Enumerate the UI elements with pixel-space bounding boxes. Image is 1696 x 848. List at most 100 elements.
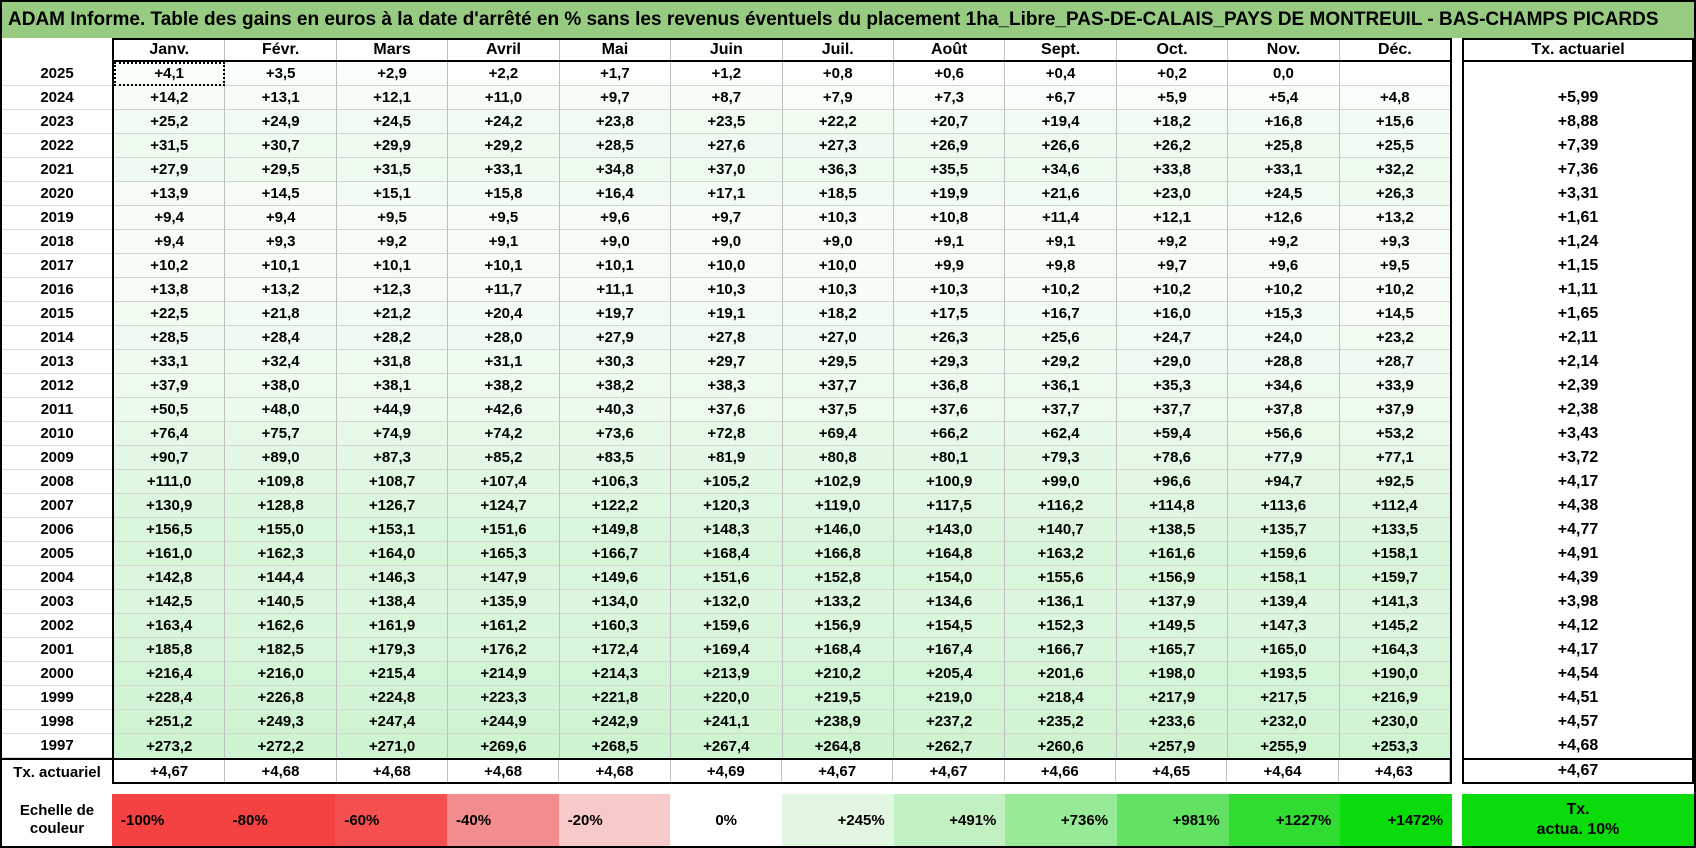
year-label[interactable]: 2012 — [2, 374, 112, 398]
gain-cell[interactable]: +147,3 — [1228, 614, 1340, 638]
month-header-6[interactable]: Juin — [671, 40, 783, 60]
gain-cell[interactable]: +149,8 — [559, 518, 672, 542]
gain-cell[interactable]: +17,1 — [671, 182, 783, 206]
gain-cell[interactable]: +94,7 — [1228, 470, 1340, 494]
actuarial-rate-value[interactable]: +2,39 — [1557, 377, 1599, 394]
actuarial-rate-value[interactable]: +4,68 — [1557, 737, 1599, 754]
gain-cell[interactable]: +62,4 — [1005, 422, 1117, 446]
year-label[interactable]: 2017 — [2, 254, 112, 278]
monthly-actuarial-rate[interactable]: +4,69 — [670, 760, 782, 782]
gain-cell[interactable]: +26,3 — [893, 326, 1006, 350]
scale-cell[interactable]: +1472% — [1340, 794, 1453, 846]
gain-cell[interactable]: +164,3 — [1339, 638, 1451, 662]
gain-cell[interactable]: +59,4 — [1116, 422, 1229, 446]
scale-cell[interactable]: +1227% — [1228, 794, 1341, 846]
gain-cell[interactable]: +25,2 — [114, 110, 226, 134]
gain-cell[interactable]: +146,3 — [336, 566, 449, 590]
gain-cell[interactable]: +205,4 — [893, 662, 1006, 686]
actuarial-rate-value[interactable]: +8,88 — [1557, 113, 1599, 130]
gain-cell[interactable]: +214,9 — [448, 662, 560, 686]
gain-cell[interactable]: +37,7 — [1005, 398, 1117, 422]
gain-cell[interactable]: +162,3 — [225, 542, 337, 566]
gain-cell[interactable]: +185,8 — [114, 638, 226, 662]
gain-cell[interactable]: +213,9 — [671, 662, 783, 686]
month-header-9[interactable]: Sept. — [1005, 40, 1117, 60]
gain-cell[interactable]: +79,3 — [1005, 446, 1117, 470]
gain-cell[interactable]: +27,9 — [114, 158, 226, 182]
gain-cell[interactable]: +163,2 — [1005, 542, 1117, 566]
gain-cell[interactable]: +37,6 — [893, 398, 1006, 422]
gain-cell[interactable]: +226,8 — [225, 686, 337, 710]
year-label[interactable]: 2015 — [2, 302, 112, 326]
gain-cell[interactable]: +268,5 — [559, 734, 672, 758]
gain-cell[interactable]: +151,6 — [448, 518, 560, 542]
gain-cell[interactable]: +53,2 — [1339, 422, 1451, 446]
gain-cell[interactable]: +9,6 — [1228, 254, 1340, 278]
gain-cell[interactable]: +10,1 — [225, 254, 337, 278]
year-label[interactable]: 2020 — [2, 182, 112, 206]
gain-cell[interactable]: +172,4 — [559, 638, 672, 662]
gain-cell[interactable]: +210,2 — [782, 662, 894, 686]
gain-cell[interactable]: +77,1 — [1339, 446, 1451, 470]
gain-cell[interactable]: +219,0 — [893, 686, 1006, 710]
gain-cell[interactable]: +33,1 — [114, 350, 226, 374]
year-label[interactable]: 2023 — [2, 110, 112, 134]
gain-cell[interactable]: +16,0 — [1116, 302, 1229, 326]
gain-cell[interactable]: +22,5 — [114, 302, 226, 326]
gain-cell[interactable]: +9,1 — [1005, 230, 1117, 254]
gain-cell[interactable]: +155,0 — [225, 518, 337, 542]
gain-cell[interactable]: +19,4 — [1005, 110, 1117, 134]
gain-cell[interactable]: +29,3 — [893, 350, 1006, 374]
gain-cell[interactable]: +96,6 — [1116, 470, 1229, 494]
year-label[interactable]: 2005 — [2, 542, 112, 566]
monthly-actuarial-rate[interactable]: +4,68 — [225, 760, 337, 782]
gain-cell[interactable]: +2,9 — [336, 62, 449, 86]
gain-cell[interactable]: +23,5 — [671, 110, 783, 134]
gain-cell[interactable]: +30,7 — [225, 134, 337, 158]
gain-cell[interactable]: +132,0 — [671, 590, 783, 614]
gain-cell[interactable]: +107,4 — [448, 470, 560, 494]
gain-cell[interactable]: +36,3 — [782, 158, 894, 182]
actuarial-rate-value[interactable]: +2,14 — [1557, 353, 1599, 370]
gain-cell[interactable]: +165,0 — [1228, 638, 1340, 662]
gain-cell[interactable]: +260,6 — [1005, 734, 1117, 758]
gain-cell[interactable]: +159,6 — [671, 614, 783, 638]
gain-cell[interactable]: +20,7 — [893, 110, 1006, 134]
gain-cell[interactable]: +25,5 — [1339, 134, 1451, 158]
actuarial-rate-value[interactable]: +4,17 — [1557, 641, 1599, 658]
monthly-actuarial-rate[interactable]: +4,64 — [1227, 760, 1339, 782]
gain-cell[interactable]: +31,8 — [336, 350, 449, 374]
gain-cell[interactable]: +80,8 — [782, 446, 894, 470]
gain-cell[interactable]: +10,2 — [114, 254, 226, 278]
gain-cell[interactable]: +10,1 — [559, 254, 672, 278]
gain-cell[interactable]: +1,2 — [671, 62, 783, 86]
gain-cell[interactable]: +158,1 — [1339, 542, 1451, 566]
gain-cell[interactable]: +72,8 — [671, 422, 783, 446]
gain-cell[interactable]: +27,8 — [671, 326, 783, 350]
gain-cell[interactable]: +6,7 — [1005, 86, 1117, 110]
gain-cell[interactable]: +12,1 — [336, 86, 449, 110]
actuarial-rate-value[interactable]: +5,99 — [1557, 89, 1599, 106]
gain-cell[interactable]: +217,9 — [1116, 686, 1229, 710]
gain-cell[interactable]: +87,3 — [336, 446, 449, 470]
gain-cell[interactable]: +114,8 — [1116, 494, 1229, 518]
gain-cell[interactable]: +156,5 — [114, 518, 226, 542]
gain-cell[interactable]: +21,6 — [1005, 182, 1117, 206]
gain-cell[interactable]: +99,0 — [1005, 470, 1117, 494]
gain-cell[interactable]: +37,9 — [114, 374, 226, 398]
gain-cell[interactable]: +15,3 — [1228, 302, 1340, 326]
gain-cell[interactable]: +9,0 — [782, 230, 894, 254]
gain-cell[interactable]: +133,2 — [782, 590, 894, 614]
actuarial-rate-value[interactable]: +3,98 — [1557, 593, 1599, 610]
gain-cell[interactable]: +142,5 — [114, 590, 226, 614]
gain-cell[interactable]: 0,0 — [1228, 62, 1340, 86]
gain-cell[interactable]: +10,3 — [671, 278, 783, 302]
gain-cell[interactable]: +13,8 — [114, 278, 226, 302]
actuarial-rate-value[interactable]: +7,39 — [1557, 137, 1599, 154]
gain-cell[interactable]: +154,0 — [893, 566, 1006, 590]
gain-cell[interactable]: +38,1 — [336, 374, 449, 398]
gain-cell[interactable]: +37,7 — [1116, 398, 1229, 422]
gain-cell[interactable]: +198,0 — [1116, 662, 1229, 686]
actuarial-rate-value[interactable]: +2,38 — [1557, 401, 1599, 418]
gain-cell[interactable]: +9,1 — [893, 230, 1006, 254]
